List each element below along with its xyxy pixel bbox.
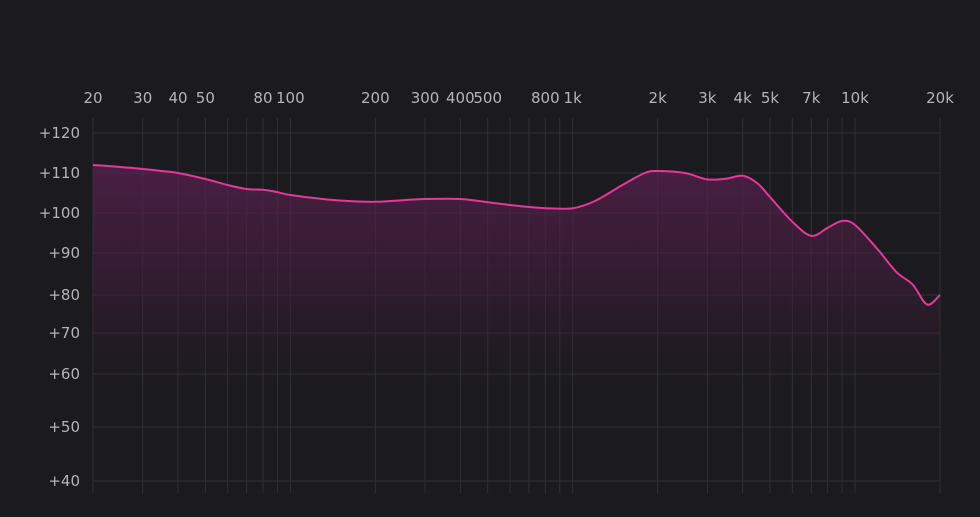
y-axis-tick-labels: +120 +110 +100 +90 +80 +70 +60 +50 +40 [39,124,80,490]
x-tick-label: 10k [841,89,869,107]
x-tick-label: 800 [531,89,560,107]
x-tick-label: 400 [446,89,475,107]
y-tick-label: +80 [48,286,80,304]
x-tick-label: 2k [649,89,668,107]
x-tick-label: 40 [168,89,187,107]
x-tick-label: 20 [83,89,102,107]
y-tick-label: +70 [48,324,80,342]
y-tick-label: +40 [48,472,80,490]
y-tick-label: +50 [48,418,80,436]
x-tick-label: 100 [276,89,305,107]
x-tick-label: 1k [564,89,583,107]
x-tick-label: 300 [411,89,440,107]
x-tick-label: 5k [761,89,780,107]
x-tick-label: 20k [926,89,954,107]
y-tick-label: +110 [39,164,80,182]
response-line [92,164,941,306]
x-tick-label: 4k [734,89,753,107]
response-area-fill [93,165,940,385]
response-curve [92,164,941,306]
x-tick-label: 3k [698,89,717,107]
x-tick-label: 7k [802,89,821,107]
x-tick-label: 500 [473,89,502,107]
x-tick-label: 200 [361,89,390,107]
y-tick-label: +90 [48,244,80,262]
y-tick-label: +100 [39,204,80,222]
y-tick-label: +60 [48,365,80,383]
response-area [93,165,940,385]
x-tick-label: 30 [133,89,152,107]
y-tick-label: +120 [39,124,80,142]
x-tick-label: 80 [253,89,272,107]
x-tick-label: 50 [196,89,215,107]
